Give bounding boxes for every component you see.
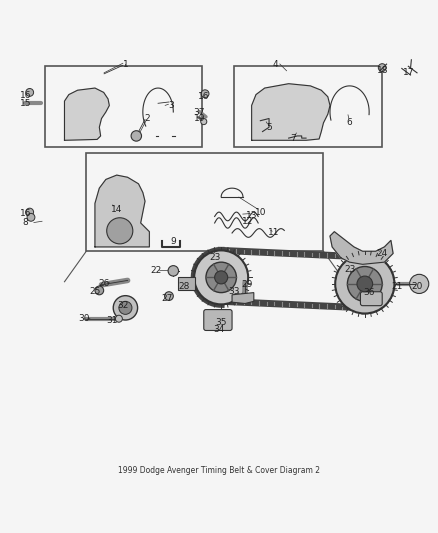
Bar: [178, 277, 195, 290]
Circle shape: [201, 118, 207, 125]
Text: 4: 4: [273, 60, 279, 69]
Text: 30: 30: [78, 314, 90, 323]
FancyBboxPatch shape: [204, 310, 232, 330]
Circle shape: [113, 296, 138, 320]
Circle shape: [168, 265, 179, 276]
Text: 28: 28: [179, 281, 190, 290]
Text: 23: 23: [209, 253, 220, 262]
Circle shape: [335, 254, 394, 313]
Polygon shape: [330, 232, 393, 264]
Circle shape: [201, 90, 209, 98]
Polygon shape: [252, 84, 330, 140]
Text: 17: 17: [403, 68, 414, 77]
Text: 29: 29: [242, 280, 253, 289]
Text: 15: 15: [20, 99, 31, 108]
Circle shape: [26, 88, 34, 96]
Text: 23: 23: [344, 265, 355, 274]
Text: 16: 16: [198, 92, 209, 101]
Text: 22: 22: [150, 266, 162, 276]
Text: 1999 Dodge Avenger Timing Belt & Cover Diagram 2: 1999 Dodge Avenger Timing Belt & Cover D…: [118, 466, 320, 475]
Text: 13: 13: [246, 211, 258, 220]
Text: 26: 26: [98, 279, 110, 288]
Circle shape: [215, 271, 228, 284]
Text: 34: 34: [213, 325, 225, 334]
Text: 9: 9: [170, 237, 176, 246]
Circle shape: [95, 286, 104, 295]
Text: 31: 31: [106, 317, 118, 326]
Text: 3: 3: [168, 101, 174, 110]
Bar: [86, 154, 323, 251]
Polygon shape: [232, 293, 254, 303]
Text: 19: 19: [194, 114, 205, 123]
Circle shape: [194, 251, 248, 304]
Circle shape: [378, 63, 386, 71]
Text: 11: 11: [268, 228, 279, 237]
Text: 37: 37: [194, 108, 205, 117]
Circle shape: [357, 276, 373, 292]
Text: 5: 5: [266, 123, 272, 132]
Circle shape: [107, 218, 133, 244]
Bar: [234, 66, 382, 147]
Circle shape: [165, 292, 173, 301]
Polygon shape: [64, 88, 110, 140]
Polygon shape: [95, 175, 149, 247]
Text: 14: 14: [111, 205, 122, 214]
Text: 16: 16: [20, 209, 31, 218]
Circle shape: [116, 315, 122, 322]
Text: 16: 16: [20, 91, 31, 100]
Text: 25: 25: [89, 287, 101, 296]
Text: 1: 1: [123, 60, 128, 69]
Circle shape: [131, 131, 141, 141]
Text: 24: 24: [377, 249, 388, 258]
Text: 2: 2: [145, 114, 150, 123]
Bar: [45, 66, 201, 147]
Text: 8: 8: [22, 219, 28, 228]
Text: 20: 20: [411, 281, 423, 290]
Text: 36: 36: [364, 288, 375, 297]
Circle shape: [410, 274, 429, 294]
Text: 18: 18: [376, 66, 388, 75]
Text: 21: 21: [392, 281, 403, 290]
Text: 35: 35: [215, 318, 227, 327]
Text: 33: 33: [229, 287, 240, 296]
Text: 12: 12: [242, 217, 253, 226]
Text: 27: 27: [161, 294, 173, 303]
Circle shape: [26, 208, 34, 216]
FancyBboxPatch shape: [360, 292, 382, 305]
Circle shape: [27, 213, 35, 221]
Circle shape: [347, 266, 382, 301]
Circle shape: [206, 262, 237, 293]
Text: 6: 6: [347, 118, 353, 127]
Circle shape: [119, 301, 132, 314]
Text: 32: 32: [117, 301, 129, 310]
Text: 10: 10: [254, 207, 266, 216]
Text: 7: 7: [290, 134, 296, 143]
